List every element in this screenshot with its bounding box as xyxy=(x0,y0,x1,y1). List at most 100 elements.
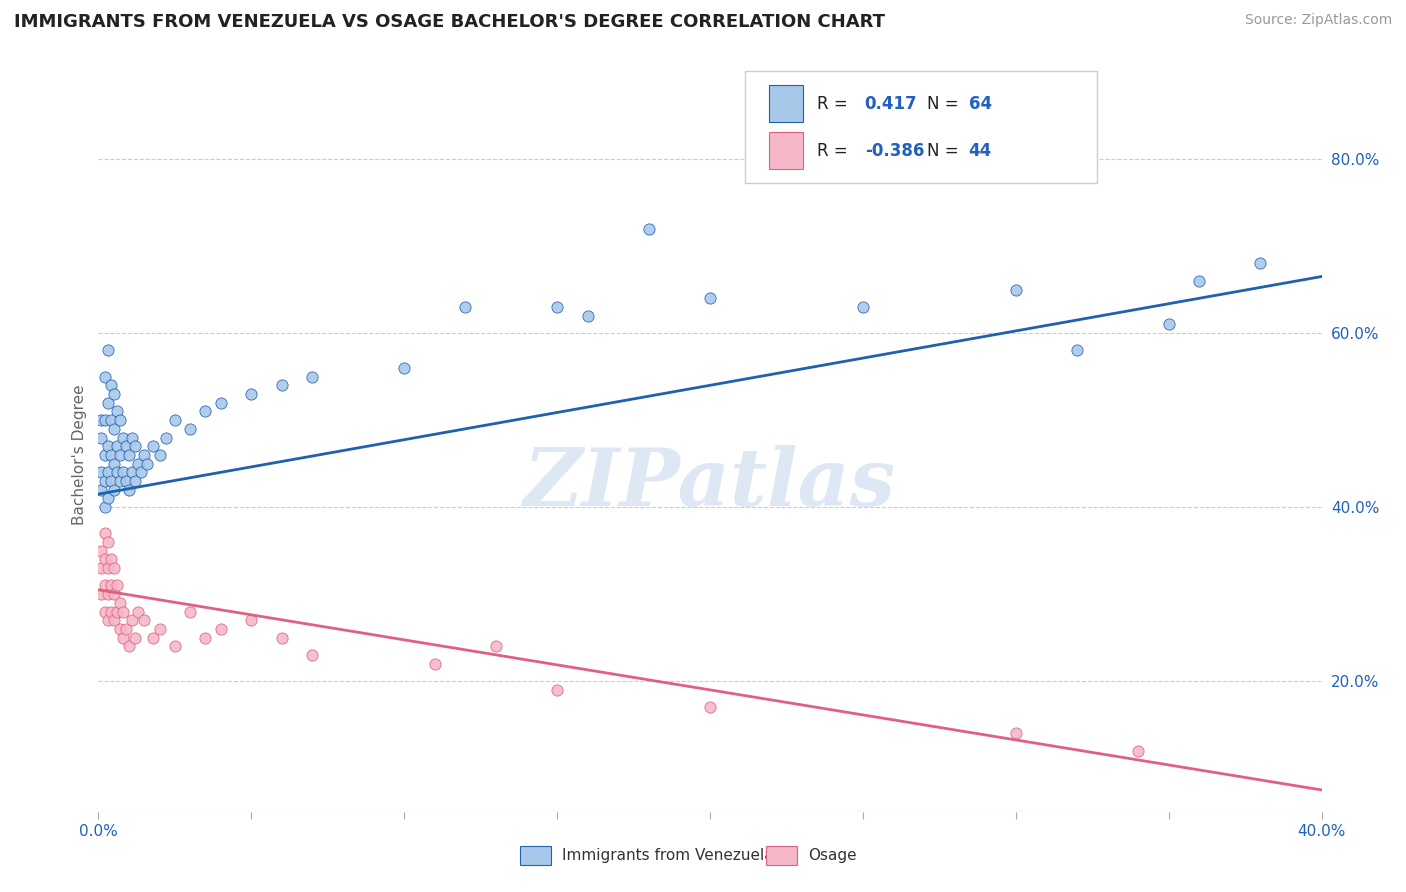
Point xyxy=(90,466,112,480)
Point xyxy=(136,457,159,471)
Point xyxy=(134,448,156,462)
Point xyxy=(149,448,172,462)
Point xyxy=(108,622,131,636)
Point xyxy=(134,613,156,627)
Text: 44: 44 xyxy=(969,142,993,160)
Text: 64: 64 xyxy=(969,95,991,112)
Text: -0.386: -0.386 xyxy=(865,142,924,160)
Point xyxy=(163,413,186,427)
Point xyxy=(111,466,134,480)
Point xyxy=(108,413,131,427)
Point xyxy=(301,648,323,662)
Point xyxy=(90,483,112,497)
Point xyxy=(1249,256,1271,270)
Point xyxy=(209,395,232,409)
Point xyxy=(209,622,232,636)
Point xyxy=(699,700,721,714)
Point xyxy=(576,309,599,323)
Point xyxy=(129,466,152,480)
Point xyxy=(111,631,134,645)
Point xyxy=(93,413,115,427)
Point xyxy=(90,430,112,444)
Point xyxy=(546,682,568,697)
Point xyxy=(546,300,568,314)
Text: R =: R = xyxy=(817,142,853,160)
Point xyxy=(121,613,143,627)
Point xyxy=(90,587,112,601)
Point xyxy=(97,439,120,453)
Point xyxy=(179,422,201,436)
Point xyxy=(270,631,292,645)
Point xyxy=(699,291,721,305)
Point xyxy=(97,466,120,480)
Point xyxy=(124,474,146,488)
Point xyxy=(90,543,112,558)
Point xyxy=(97,395,120,409)
Point xyxy=(97,587,120,601)
Text: N =: N = xyxy=(927,95,963,112)
Point xyxy=(124,631,146,645)
Text: IMMIGRANTS FROM VENEZUELA VS OSAGE BACHELOR'S DEGREE CORRELATION CHART: IMMIGRANTS FROM VENEZUELA VS OSAGE BACHE… xyxy=(14,13,884,31)
Point xyxy=(115,474,138,488)
Point xyxy=(108,448,131,462)
Text: N =: N = xyxy=(927,142,963,160)
Point xyxy=(127,457,149,471)
Point xyxy=(93,448,115,462)
Point xyxy=(103,387,125,401)
Point xyxy=(93,500,115,515)
Point xyxy=(454,300,477,314)
Point xyxy=(97,343,120,358)
Point xyxy=(111,605,134,619)
Point xyxy=(100,448,122,462)
Point xyxy=(103,483,125,497)
Point xyxy=(1004,726,1026,740)
Point xyxy=(1157,318,1180,332)
Point xyxy=(105,578,128,592)
Point xyxy=(270,378,292,392)
Point xyxy=(103,561,125,575)
Point xyxy=(240,387,263,401)
Point xyxy=(108,474,131,488)
Point xyxy=(100,474,122,488)
Point xyxy=(103,457,125,471)
Text: Source: ZipAtlas.com: Source: ZipAtlas.com xyxy=(1244,13,1392,28)
Point xyxy=(301,369,323,384)
Point xyxy=(1128,744,1150,758)
Point xyxy=(118,483,141,497)
Point xyxy=(97,613,120,627)
Point xyxy=(93,474,115,488)
Point xyxy=(93,552,115,566)
Point xyxy=(392,360,416,375)
Text: Osage: Osage xyxy=(808,848,858,863)
Point xyxy=(194,631,217,645)
Text: ZIPatlas: ZIPatlas xyxy=(524,445,896,522)
Text: 0.417: 0.417 xyxy=(865,95,917,112)
Point xyxy=(149,622,172,636)
Point xyxy=(121,466,143,480)
Point xyxy=(103,587,125,601)
Point xyxy=(1004,283,1026,297)
Point xyxy=(97,561,120,575)
Point xyxy=(194,404,217,418)
Y-axis label: Bachelor's Degree: Bachelor's Degree xyxy=(72,384,87,525)
Point xyxy=(111,430,134,444)
Point xyxy=(97,535,120,549)
Point xyxy=(103,422,125,436)
Point xyxy=(423,657,446,671)
Point xyxy=(115,439,138,453)
Point xyxy=(93,578,115,592)
Point xyxy=(637,221,661,235)
Point xyxy=(155,430,177,444)
Point xyxy=(105,466,128,480)
Point xyxy=(240,613,263,627)
Point xyxy=(485,640,508,654)
Point xyxy=(1188,274,1211,288)
Point xyxy=(179,605,201,619)
Point xyxy=(118,448,141,462)
Point xyxy=(90,413,112,427)
Point xyxy=(115,622,138,636)
Point xyxy=(93,526,115,541)
Point xyxy=(100,578,122,592)
Text: Immigrants from Venezuela: Immigrants from Venezuela xyxy=(562,848,775,863)
Point xyxy=(124,439,146,453)
